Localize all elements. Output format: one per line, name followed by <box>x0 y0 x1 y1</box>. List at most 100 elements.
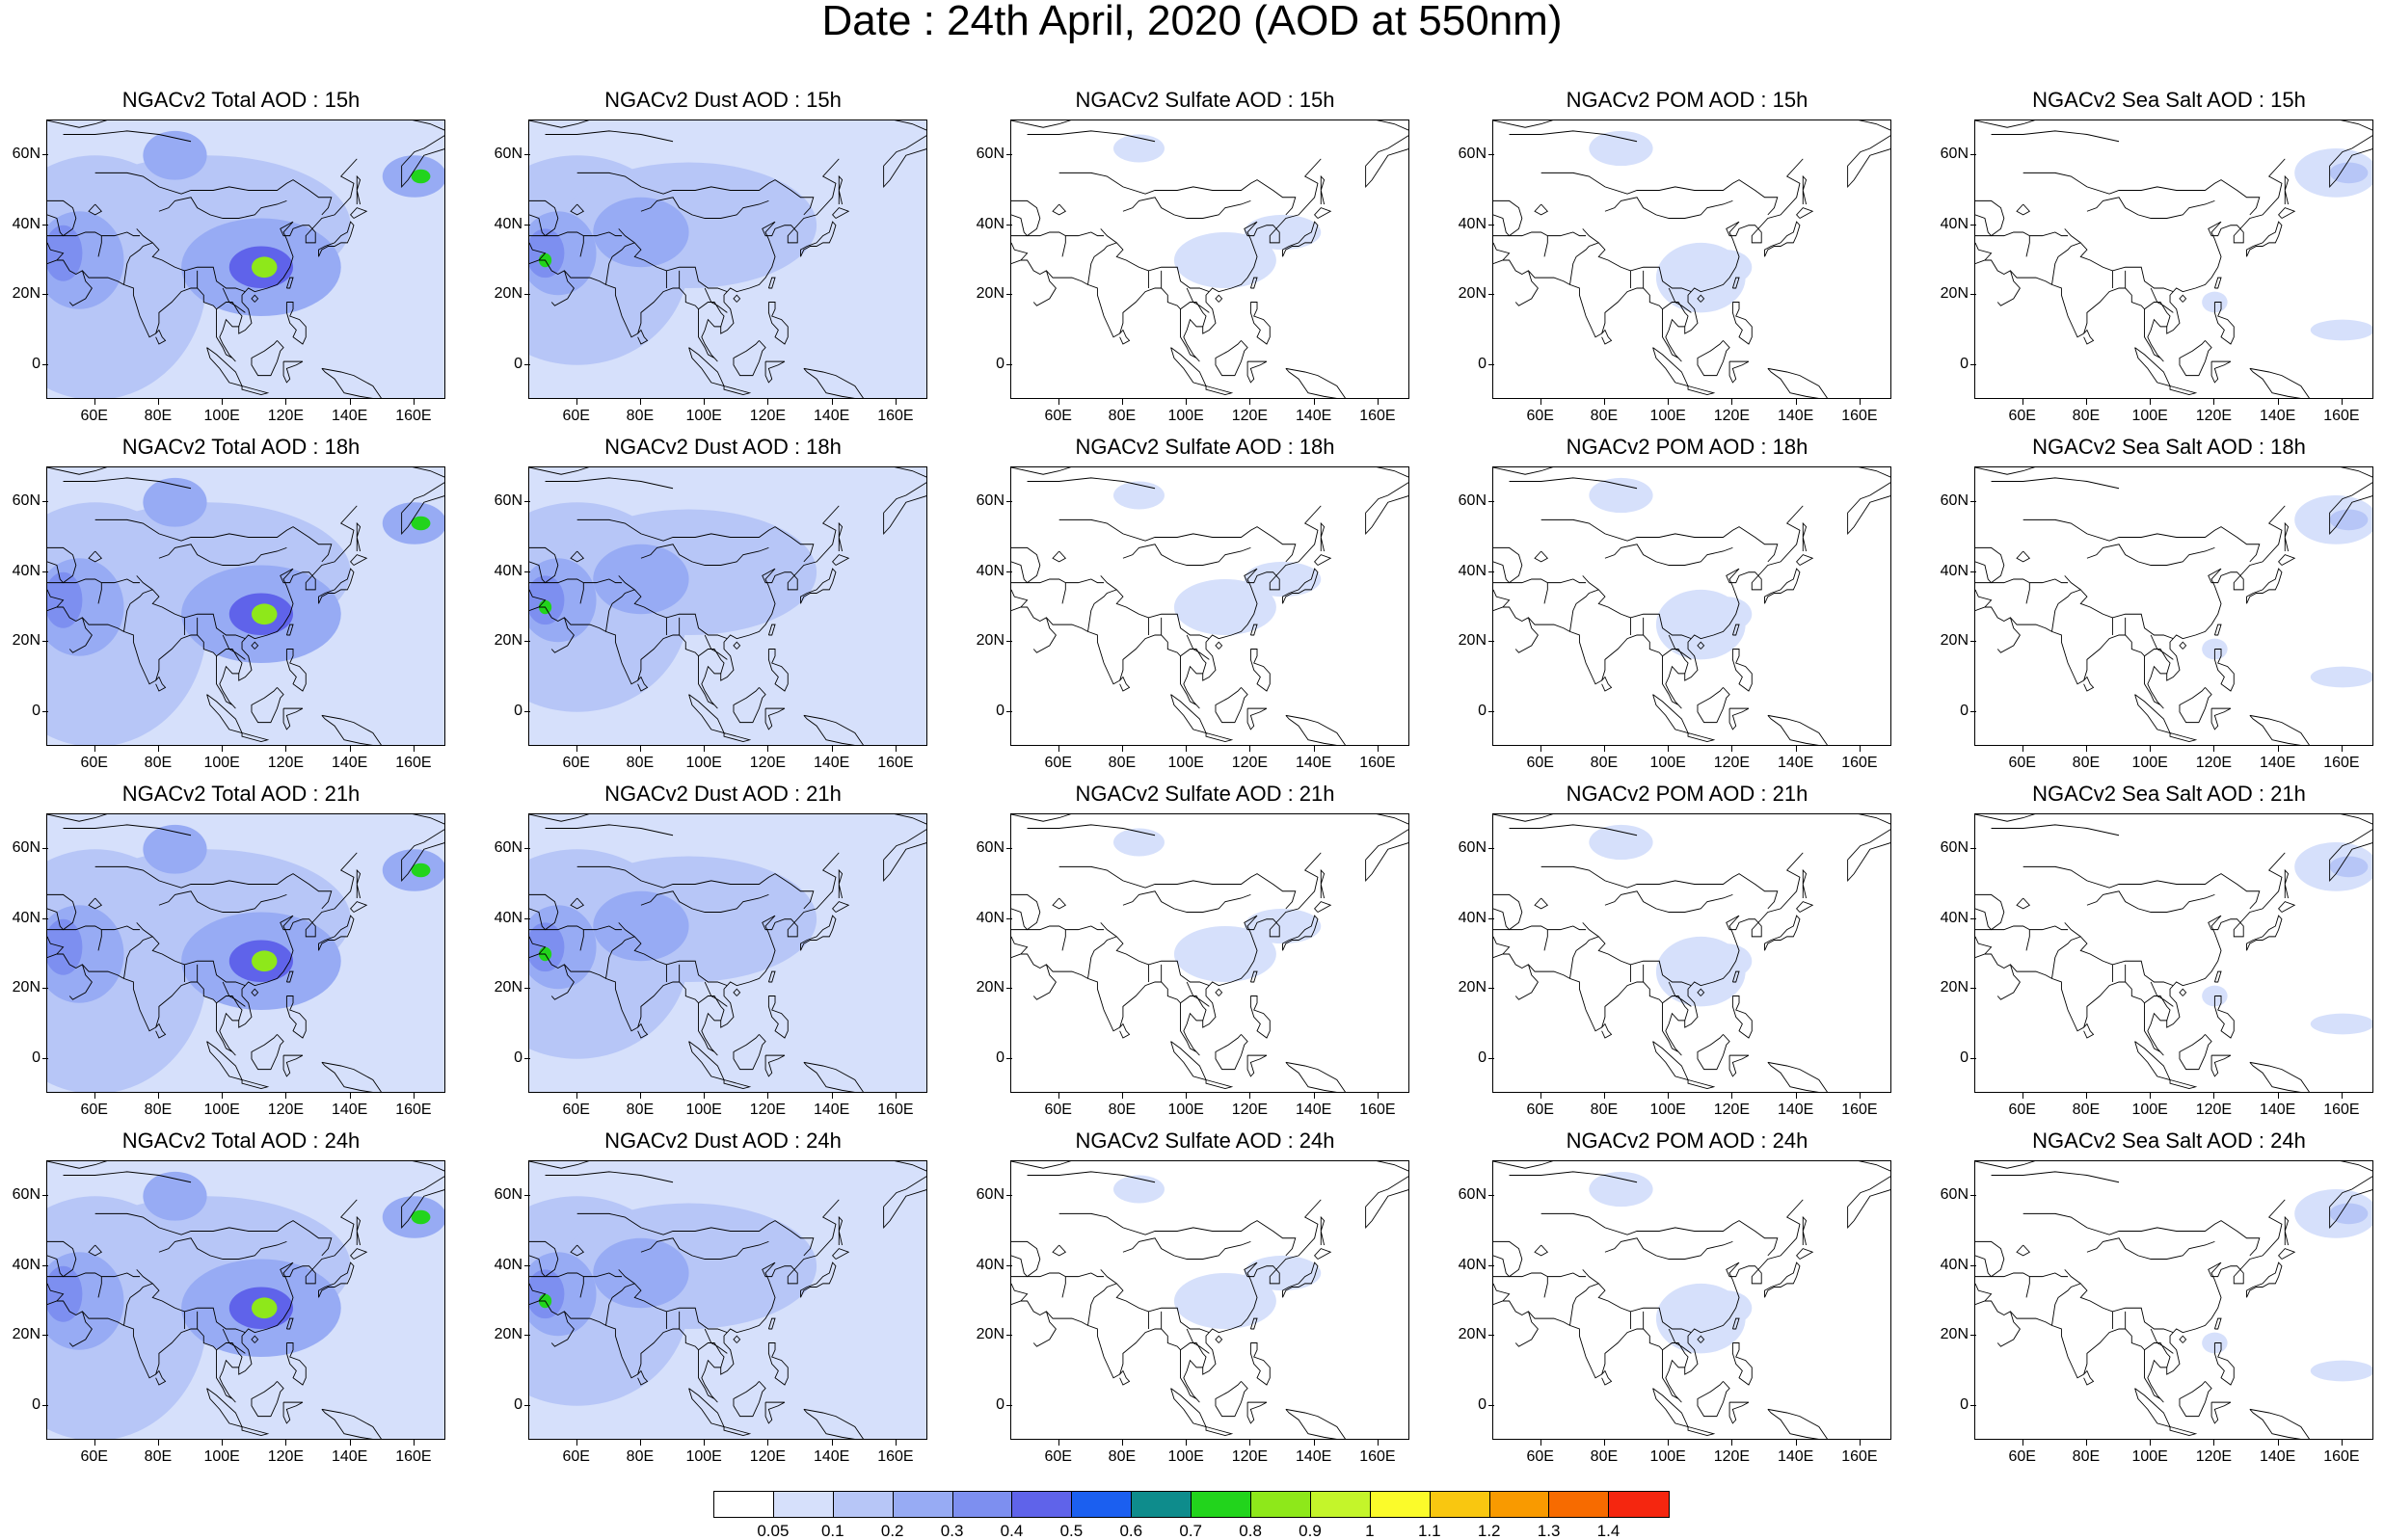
coastline <box>1186 287 1210 313</box>
map-frame <box>1974 119 2373 399</box>
coastline <box>1493 1283 1511 1302</box>
latitude-tick <box>524 1195 530 1197</box>
coastline <box>1991 130 2120 143</box>
latitude-label: 0 <box>514 1049 522 1066</box>
colorbar-level-label: 0.05 <box>757 1522 790 1540</box>
coastline <box>2150 634 2174 660</box>
latitude-label: 0 <box>1960 355 1969 372</box>
longitude-tick <box>831 399 833 405</box>
latitude-label: 0 <box>996 702 1004 719</box>
coastline <box>2016 203 2031 216</box>
coastline <box>1996 1311 2021 1347</box>
coastline <box>1996 964 2021 1000</box>
coastline <box>618 922 728 987</box>
coastline <box>350 207 368 219</box>
coastline <box>47 925 102 931</box>
coastline <box>94 1212 333 1257</box>
colorbar-swatch <box>1251 1492 1311 1517</box>
latitude-tick <box>1488 501 1494 503</box>
coastline <box>1170 694 1207 734</box>
map-canvas <box>1975 120 2372 398</box>
coastline <box>285 624 294 636</box>
coastline <box>1249 277 1258 289</box>
longitude-tick <box>2150 746 2152 752</box>
aod-region <box>1701 250 1753 285</box>
latitude-tick <box>1970 848 1976 850</box>
panel-title: NGACv2 Total AOD : 18h <box>121 435 361 459</box>
map-canvas <box>1975 467 2372 745</box>
map-frame <box>528 813 927 1093</box>
longitude-tick <box>1186 746 1188 752</box>
aod-region <box>411 863 431 878</box>
map-canvas <box>1975 1161 2372 1439</box>
coastline <box>2284 1215 2290 1246</box>
coastline <box>1058 865 1297 910</box>
coastline <box>1975 814 2372 825</box>
latitude-tick <box>1970 224 1976 226</box>
coastline <box>1011 1199 1322 1403</box>
coastline <box>1011 231 1066 237</box>
coastline <box>1543 235 1548 257</box>
coastline <box>1668 287 1692 313</box>
longitude-tick <box>349 1440 351 1446</box>
longitude-label: 140E <box>813 1448 850 1465</box>
longitude-tick <box>2213 1093 2215 1099</box>
longitude-label: 80E <box>626 1102 655 1118</box>
panel-title: NGACv2 Sulfate AOD : 18h <box>1075 435 1335 459</box>
coastline <box>1697 340 1730 377</box>
coastline <box>883 135 926 189</box>
longitude-tick <box>285 1093 287 1099</box>
longitude-label: 100E <box>203 1102 240 1118</box>
coastline <box>1493 1240 1523 1278</box>
coastline <box>1314 901 1332 913</box>
coastline <box>2169 385 2198 396</box>
longitude-tick <box>1859 399 1861 405</box>
longitude-tick <box>895 399 897 405</box>
aod-region <box>529 922 565 972</box>
coastline <box>47 199 77 237</box>
coastline <box>101 231 141 237</box>
longitude-label: 80E <box>144 1102 173 1118</box>
longitude-label: 120E <box>1713 755 1751 771</box>
coastline <box>1087 1283 1117 1326</box>
colorbar-swatch <box>1072 1492 1133 1517</box>
map-canvas <box>1493 120 1890 398</box>
longitude-label: 120E <box>1231 755 1269 771</box>
coastline <box>767 1317 776 1330</box>
coastline <box>529 199 559 237</box>
coastline <box>529 231 584 237</box>
longitude-tick <box>349 746 351 752</box>
coastline <box>1509 130 1638 143</box>
coastline <box>1205 1079 1234 1090</box>
coastline <box>222 287 246 313</box>
aod-region <box>1701 597 1753 632</box>
longitude-label: 120E <box>749 755 787 771</box>
map-frame <box>46 466 445 746</box>
coastline <box>47 242 65 261</box>
longitude-tick <box>1186 1440 1188 1446</box>
aod-region <box>2310 666 2372 688</box>
coastline <box>1728 360 1750 384</box>
coastline <box>1975 1240 2005 1278</box>
coastline <box>570 897 585 910</box>
coastline <box>2016 897 2031 910</box>
longitude-tick <box>1795 1093 1797 1099</box>
coastline <box>767 996 789 1039</box>
coastline <box>1493 1199 1804 1403</box>
map-panel: NGACv2 Sea Salt AOD : 15h 60N 40N 20N 0 60E 80… <box>1928 87 2384 434</box>
coastline <box>1058 1212 1297 1257</box>
latitude-label: 40N <box>976 1256 1004 1273</box>
coastline <box>2025 929 2030 951</box>
coastline <box>2179 687 2212 724</box>
coastline <box>1569 1283 1599 1326</box>
latitude-label: 60N <box>1458 839 1487 857</box>
longitude-label: 140E <box>1295 1448 1332 1465</box>
coastline <box>1534 550 1549 563</box>
longitude-label: 80E <box>2072 1448 2101 1465</box>
coastline <box>1975 120 2372 131</box>
longitude-label: 100E <box>2131 1102 2168 1118</box>
coastline <box>318 568 355 604</box>
aod-region <box>2310 319 2372 341</box>
coastline <box>1246 360 1268 384</box>
coastline <box>47 1240 77 1278</box>
